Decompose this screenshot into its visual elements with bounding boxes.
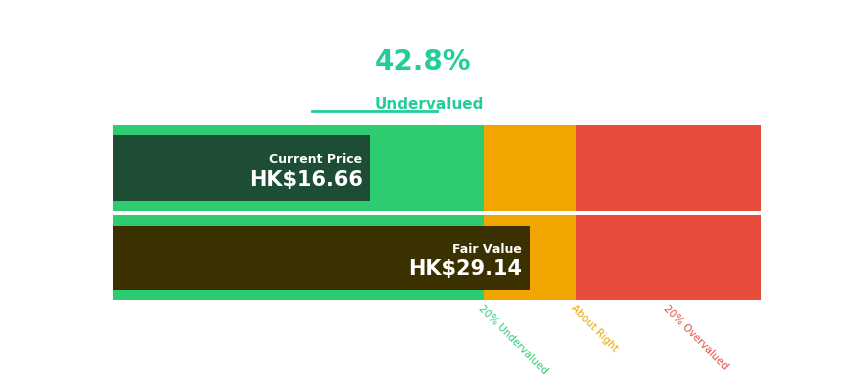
Text: About Right: About Right — [569, 303, 619, 354]
Bar — [576, 215, 760, 300]
Text: Undervalued: Undervalued — [374, 97, 483, 112]
Text: 20% Overvalued: 20% Overvalued — [661, 303, 729, 371]
Bar — [113, 215, 483, 300]
Text: 20% Undervalued: 20% Undervalued — [476, 303, 549, 376]
Text: Current Price: Current Price — [269, 153, 362, 166]
Bar — [113, 226, 529, 290]
Bar — [483, 125, 576, 211]
Text: 42.8%: 42.8% — [374, 48, 470, 76]
Text: HK$16.66: HK$16.66 — [248, 169, 362, 190]
Text: HK$29.14: HK$29.14 — [407, 259, 521, 279]
Bar — [483, 215, 576, 300]
Bar — [113, 125, 483, 211]
Bar — [113, 135, 370, 201]
Text: Fair Value: Fair Value — [452, 243, 521, 256]
Bar — [576, 125, 760, 211]
